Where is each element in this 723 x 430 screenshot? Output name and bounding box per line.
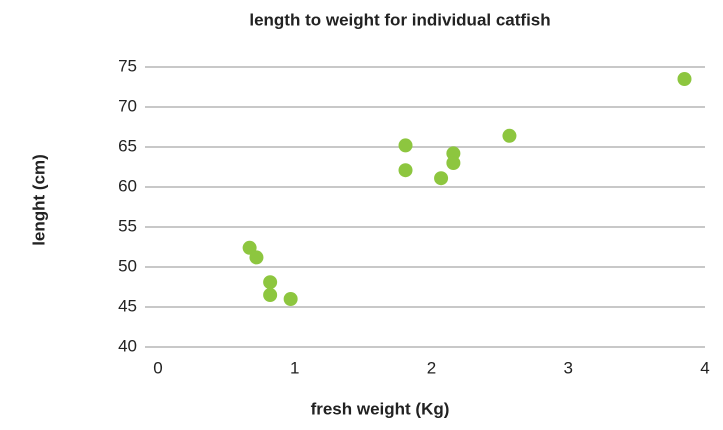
chart-title: length to weight for individual catfish <box>249 10 550 29</box>
point <box>446 146 461 161</box>
y-tick-label: 75 <box>118 56 137 75</box>
point <box>446 156 461 170</box>
y-tick-label: 65 <box>118 136 137 155</box>
point <box>263 275 278 290</box>
point <box>502 128 517 143</box>
x-tick-label: 4 <box>700 358 709 377</box>
point <box>677 72 692 86</box>
y-tick-label: 55 <box>118 216 137 235</box>
y-tick-label: 40 <box>118 336 137 355</box>
point <box>263 288 278 302</box>
point <box>398 138 413 153</box>
x-tick-label: 0 <box>153 358 162 377</box>
y-axis-title: lenght (cm) <box>29 154 48 246</box>
y-tick-label: 70 <box>118 96 137 115</box>
y-tick-label: 45 <box>118 296 137 315</box>
x-axis-title: fresh weight (Kg) <box>311 399 450 418</box>
point <box>249 250 264 265</box>
x-tick-label: 3 <box>564 358 573 377</box>
point <box>398 163 413 178</box>
y-tick-label: 60 <box>118 176 137 195</box>
y-tick-label: 50 <box>118 256 137 275</box>
point <box>283 292 298 306</box>
x-tick-label: 1 <box>290 358 299 377</box>
x-tick-label: 2 <box>427 358 436 377</box>
point <box>434 171 449 186</box>
